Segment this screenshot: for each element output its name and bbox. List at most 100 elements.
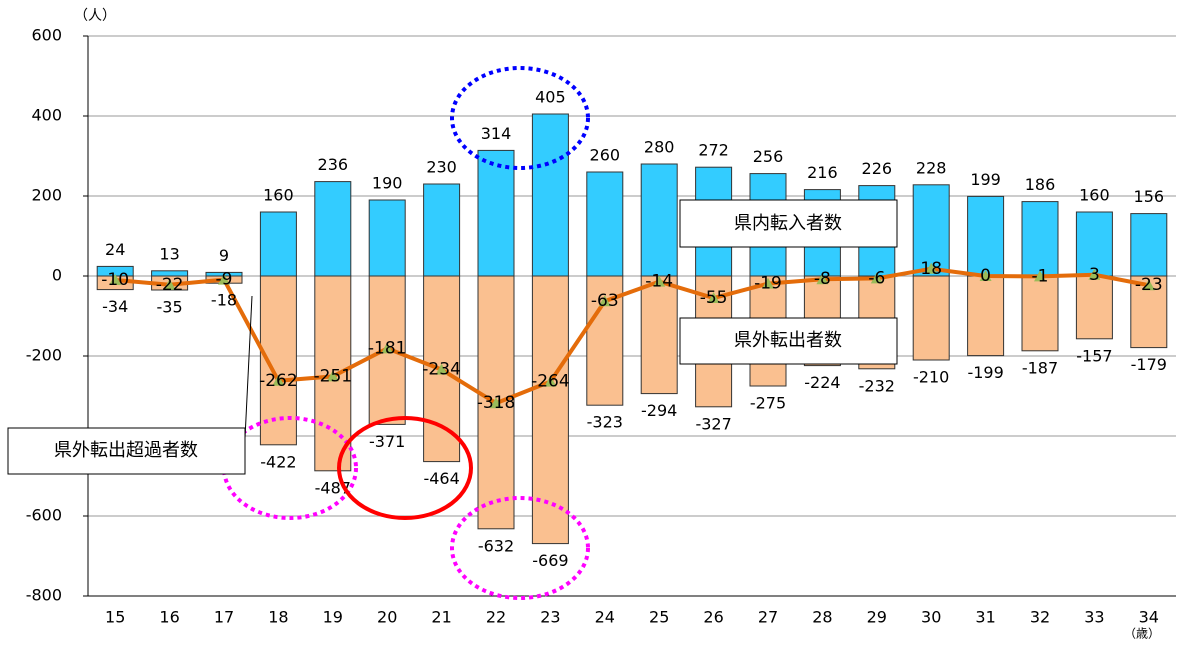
data-label: 18 xyxy=(920,259,942,279)
legend-box xyxy=(679,199,898,248)
data-label: 260 xyxy=(590,146,621,165)
data-label: 216 xyxy=(807,163,838,182)
x-tick-label: 20 xyxy=(377,608,397,627)
data-label: -422 xyxy=(260,452,296,471)
data-label: -157 xyxy=(1076,346,1112,365)
marker xyxy=(1088,268,1101,280)
data-label: 160 xyxy=(1079,186,1110,205)
x-tick-label: 29 xyxy=(867,608,887,627)
x-unit: （歳） xyxy=(1124,627,1160,641)
marker xyxy=(163,278,176,290)
data-label: -251 xyxy=(314,366,353,386)
marker xyxy=(435,363,448,375)
bar xyxy=(1075,275,1113,340)
data-label: -55 xyxy=(700,288,728,308)
x-tick-label: 17 xyxy=(214,608,234,627)
bar xyxy=(1075,211,1113,277)
data-label: 9 xyxy=(219,246,229,265)
highlight xyxy=(337,416,473,520)
marker xyxy=(326,370,339,382)
y-tick-label: 600 xyxy=(31,26,62,45)
data-label: 405 xyxy=(535,88,566,107)
x-tick-label: 30 xyxy=(921,608,941,627)
bar xyxy=(1130,213,1168,277)
highlight xyxy=(450,66,590,170)
bar xyxy=(368,199,406,277)
marker xyxy=(109,274,122,285)
data-label: -9 xyxy=(216,270,233,290)
data-label: -264 xyxy=(531,372,570,392)
legend-label: 県外転出者数 xyxy=(734,330,842,351)
x-tick-label: 25 xyxy=(649,608,669,627)
x-tick-label: 31 xyxy=(975,608,995,627)
data-label: 199 xyxy=(970,170,1001,189)
data-label: -294 xyxy=(641,401,677,420)
data-label: -199 xyxy=(967,363,1003,382)
x-tick-label: 16 xyxy=(159,608,179,627)
data-label: -632 xyxy=(478,536,514,555)
data-label: -22 xyxy=(156,275,184,295)
highlight xyxy=(450,496,590,600)
data-label: -327 xyxy=(695,414,731,433)
x-tick-label: 23 xyxy=(540,608,560,627)
marker xyxy=(544,375,557,387)
x-tick-label: 32 xyxy=(1030,608,1050,627)
bar xyxy=(640,163,678,277)
marker xyxy=(1142,279,1155,291)
data-label: -34 xyxy=(102,297,128,316)
bar xyxy=(967,195,1005,277)
marker xyxy=(762,277,774,289)
marker xyxy=(218,273,230,285)
data-label: -19 xyxy=(754,274,782,294)
bar xyxy=(967,275,1005,357)
data-label: -275 xyxy=(750,394,786,413)
y-tick-label: 400 xyxy=(31,106,62,125)
data-label: -14 xyxy=(645,272,673,292)
x-tick-label: 27 xyxy=(758,608,778,627)
line xyxy=(115,266,1150,406)
marker xyxy=(272,374,285,386)
data-label: 186 xyxy=(1025,175,1056,194)
data-label: -224 xyxy=(804,373,840,392)
data-label: 156 xyxy=(1134,187,1165,206)
data-label: -63 xyxy=(591,291,619,311)
legend-label: 県外転出超過者数 xyxy=(54,440,198,461)
data-label: 256 xyxy=(753,147,784,166)
y-tick-label: -600 xyxy=(26,506,62,525)
bar xyxy=(1021,275,1059,352)
x-tick-label: 22 xyxy=(486,608,506,627)
y-tick-label: 200 xyxy=(31,186,62,205)
marker xyxy=(1034,270,1046,282)
data-label: -18 xyxy=(211,291,237,310)
x-tick-label: 19 xyxy=(323,608,343,627)
x-tick-label: 21 xyxy=(431,608,451,627)
data-label: 236 xyxy=(318,155,349,174)
data-label: 0 xyxy=(980,266,991,286)
marker xyxy=(707,292,720,303)
data-label: 230 xyxy=(426,158,457,177)
bar xyxy=(586,171,624,277)
bar xyxy=(531,113,569,277)
bar xyxy=(531,275,569,545)
data-label: -8 xyxy=(814,269,831,289)
data-label: -187 xyxy=(1022,358,1058,377)
data-label: 190 xyxy=(372,174,403,193)
data-label: 3 xyxy=(1089,265,1100,285)
y-tick-label: -800 xyxy=(26,586,62,605)
bar xyxy=(259,211,297,277)
data-label: -262 xyxy=(259,371,298,391)
x-tick-label: 34 xyxy=(1139,608,1159,627)
highlight xyxy=(222,416,358,520)
bar xyxy=(640,275,678,395)
x-tick-label: 26 xyxy=(703,608,723,627)
marker xyxy=(598,295,611,307)
marker xyxy=(979,270,992,281)
marker xyxy=(870,272,883,284)
legend-label: 県内転入者数 xyxy=(734,213,842,234)
data-label: -1 xyxy=(1032,266,1049,286)
data-label: 160 xyxy=(263,186,294,205)
data-label: -371 xyxy=(369,432,405,451)
y-tick-label: 0 xyxy=(52,266,62,285)
data-label: -234 xyxy=(422,360,461,380)
